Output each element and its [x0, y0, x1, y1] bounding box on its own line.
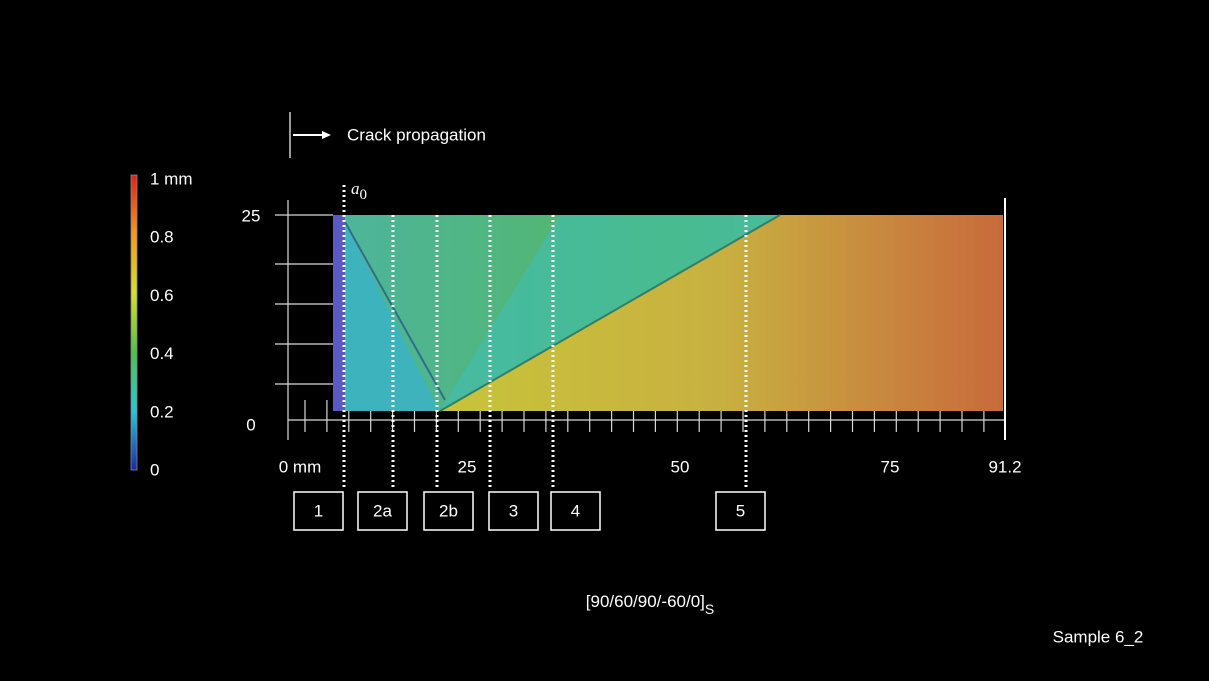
arrow-head: [322, 131, 331, 139]
colorbar-label: 1 mm: [150, 169, 193, 188]
x-tick-label: 25: [458, 457, 477, 476]
x-tick-label: 75: [881, 457, 900, 476]
y-tick-label: 0: [246, 415, 255, 434]
x-tick-label: 0 mm: [279, 457, 322, 476]
region-box: [357, 491, 408, 531]
region-label: 1: [314, 501, 323, 520]
colorbar: [130, 174, 138, 471]
subscript: 0: [360, 187, 368, 203]
colorbar-label: 0: [150, 460, 159, 479]
crack-start-label: a0: [351, 179, 367, 204]
region-label: 4: [571, 501, 580, 520]
layup-text: [90/60/90/-60/0]: [586, 592, 705, 611]
surface: [333, 214, 1003, 412]
colorbar-label: 0.4: [150, 344, 174, 363]
arrow-label: Crack propagation: [347, 125, 486, 144]
region-box: [488, 491, 539, 531]
region-box: [715, 491, 766, 531]
sample-label: Sample 6_2: [1053, 627, 1144, 646]
colorbar-label: 0.8: [150, 228, 174, 247]
region-box: [293, 491, 344, 531]
region-box: [423, 491, 474, 531]
symbol: a: [351, 179, 360, 198]
region-label: 2b: [439, 501, 458, 520]
y-tick-label: 25: [242, 206, 261, 225]
region-box: [550, 491, 601, 531]
colorbar-label: 0.6: [150, 286, 174, 305]
layup-subscript: S: [705, 601, 714, 617]
x-tick-label: 91.2: [988, 457, 1021, 476]
layup: [90/60/90/-60/0]S: [586, 592, 714, 616]
colorbar-label: 0.2: [150, 402, 174, 421]
region-label: 2a: [373, 501, 392, 520]
region-label: 3: [509, 501, 518, 520]
region-label: 5: [736, 501, 745, 520]
x-tick-label: 50: [671, 457, 690, 476]
